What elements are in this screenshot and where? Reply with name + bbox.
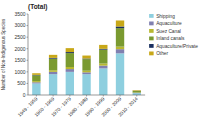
x-tick	[103, 95, 104, 97]
bar-segment	[99, 66, 107, 69]
bar-segment	[116, 28, 124, 47]
y-axis-line	[28, 14, 29, 95]
y-tick-label: 2500	[14, 34, 25, 40]
bar-segment	[49, 59, 57, 71]
y-tick-label: 3000	[14, 22, 25, 28]
chart-container: Shipping Aquaculture Suez Canal Inland cana…	[0, 0, 200, 123]
legend-swatch	[149, 37, 154, 41]
legend-label: Other	[156, 51, 168, 56]
bars	[32, 20, 141, 95]
bar-segment	[66, 67, 74, 69]
bar-segment	[32, 73, 40, 75]
bar-segment	[66, 53, 74, 67]
bar-segment	[66, 72, 74, 95]
bar-segment	[133, 91, 141, 93]
legend: Shipping Aquaculture Suez Canal Inland cana…	[149, 14, 198, 57]
bar-segment	[116, 53, 124, 95]
bar-segment	[133, 90, 141, 92]
bar-segment	[99, 64, 107, 66]
y-tick	[27, 25, 29, 26]
y-tick	[27, 71, 29, 72]
axes: 05001000150020002500300035001949 - 19591…	[14, 11, 145, 118]
legend-label: Suez Canal	[156, 29, 181, 34]
bar-segment	[66, 52, 74, 53]
bar-segment	[49, 70, 57, 72]
bar-segment	[116, 47, 124, 50]
y-tick	[27, 48, 29, 49]
x-tick	[136, 95, 137, 97]
bar-segment	[49, 72, 57, 74]
bar-segment	[82, 72, 90, 74]
legend-label: Shipping	[156, 14, 175, 19]
bar-segment	[116, 20, 124, 26]
legend-label: Aquaculture/Private	[156, 44, 198, 49]
bar-segment	[49, 74, 57, 95]
y-tick	[27, 83, 29, 84]
y-tick-label: 1000	[14, 69, 25, 75]
legend-swatch	[149, 52, 154, 56]
y-tick	[27, 14, 29, 15]
bar-segment	[116, 49, 124, 53]
y-tick	[27, 60, 29, 61]
y-axis-label: Number of Non-Indigenous Species	[1, 18, 6, 90]
y-tick-label: 2000	[14, 46, 25, 52]
chart: Shipping Aquaculture Suez Canal Inland cana…	[0, 0, 200, 123]
legend-label: Inland canals	[156, 36, 185, 41]
x-tick	[69, 95, 70, 97]
bar-segment	[32, 75, 40, 81]
y-tick-label: 0	[23, 92, 26, 98]
bar-segment	[66, 69, 74, 72]
bar-segment	[99, 50, 107, 64]
y-tick-label: 1500	[14, 57, 25, 63]
x-axis-line	[28, 95, 145, 96]
legend-swatch	[149, 44, 154, 48]
bar-segment	[49, 55, 57, 58]
bar-segment	[32, 81, 40, 82]
bar-segment	[82, 59, 90, 71]
legend-label: Aquaculture	[156, 21, 182, 26]
bar-segment	[32, 82, 40, 83]
x-tick	[36, 95, 37, 97]
bar-segment	[66, 48, 74, 52]
legend-swatch	[149, 14, 154, 18]
legend-swatch	[149, 22, 154, 26]
x-tick	[86, 95, 87, 97]
x-tick-label: 2010 - 2014	[117, 96, 139, 118]
bar-segment	[82, 74, 90, 95]
bar-segment	[99, 68, 107, 95]
y-tick-label: 3500	[14, 11, 25, 17]
bar-segment	[82, 56, 90, 59]
x-tick	[120, 95, 121, 97]
bar-segment	[133, 90, 141, 91]
y-tick-label: 500	[17, 80, 26, 86]
bar-segment	[116, 26, 124, 28]
y-tick	[27, 37, 29, 38]
legend-swatch	[149, 29, 154, 33]
bar-segment	[32, 83, 40, 95]
title: (Total)	[28, 3, 47, 11]
y-tick	[27, 95, 29, 96]
bar-segment	[82, 71, 90, 73]
x-tick	[53, 95, 54, 97]
bar-segment	[99, 45, 107, 49]
